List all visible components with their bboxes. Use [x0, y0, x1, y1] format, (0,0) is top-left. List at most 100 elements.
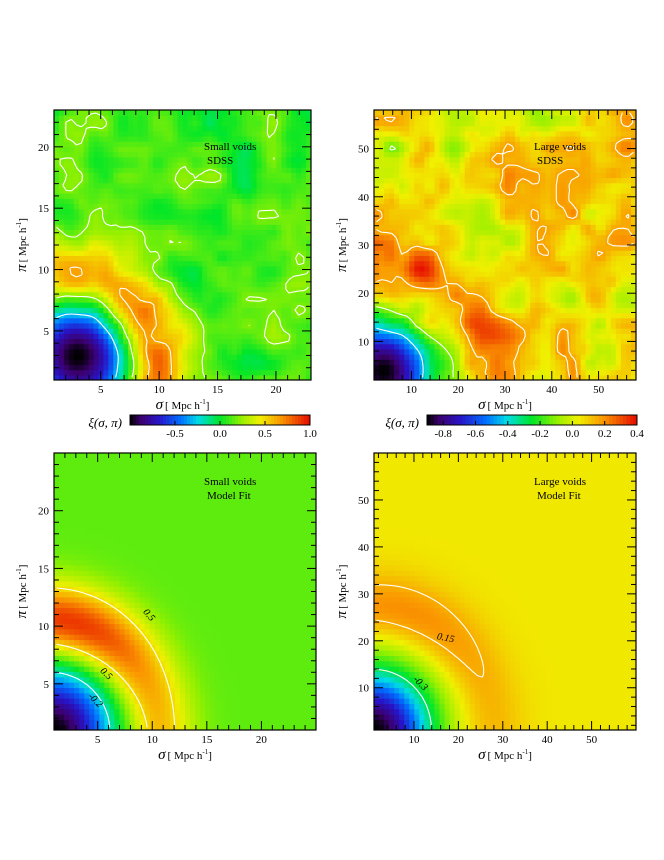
heatmap-cell [301, 115, 307, 121]
heatmap-cell [414, 333, 420, 340]
heatmap-cell [113, 198, 119, 205]
heatmap-cell [251, 317, 258, 324]
heatmap-cell [399, 291, 405, 298]
heatmap-cell [172, 374, 179, 380]
heatmap-cell [241, 307, 248, 314]
heatmap-cell [63, 156, 70, 163]
heatmap-cell [474, 307, 481, 314]
heatmap-cell [182, 135, 189, 142]
heatmap-cell [212, 229, 218, 236]
heatmap-cell [197, 141, 203, 147]
heatmap-cell [133, 270, 139, 277]
heatmap-cell [63, 120, 70, 127]
heatmap-cell [266, 374, 273, 380]
heatmap-cell [182, 167, 189, 173]
heatmap-cell [236, 317, 243, 324]
heatmap-cell [172, 182, 179, 189]
heatmap-cell [58, 245, 65, 251]
heatmap-cell [384, 286, 390, 293]
heatmap-cell [399, 193, 405, 199]
heatmap-cell [83, 333, 90, 340]
heatmap-cell [197, 265, 203, 272]
heatmap-cell [73, 270, 80, 277]
heatmap-cell [494, 374, 501, 380]
heatmap-cell [464, 193, 471, 199]
heatmap-cell [620, 224, 627, 231]
heatmap-cell [585, 172, 592, 179]
heatmap-cell [281, 198, 287, 205]
heatmap-cell [192, 312, 198, 319]
heatmap-cell [236, 276, 243, 282]
heatmap-cell [162, 193, 169, 199]
heatmap-cell [54, 359, 60, 366]
heatmap-cell [217, 333, 223, 340]
heatmap-cell [83, 364, 90, 371]
heatmap-cell [630, 312, 636, 319]
heatmap-cell [276, 317, 282, 324]
heatmap-cell [162, 219, 169, 225]
heatmap-cell [83, 193, 90, 199]
heatmap-cell [182, 276, 189, 282]
heatmap-cell [138, 120, 144, 127]
heatmap-cell [434, 208, 441, 215]
heatmap-cell [207, 229, 213, 236]
heatmap-cell [595, 328, 602, 334]
heatmap-cell [246, 135, 253, 142]
heatmap-cell [167, 172, 174, 179]
heatmap-cell [182, 245, 189, 251]
heatmap-cell [580, 172, 587, 179]
heatmap-cell [540, 369, 546, 376]
heatmap-cell [306, 307, 311, 314]
heatmap-cell [625, 177, 632, 184]
heatmap-cell [374, 224, 380, 231]
heatmap-cell [494, 193, 501, 199]
heatmap-cell [187, 302, 193, 308]
heatmap-cell [291, 120, 297, 127]
heatmap-cell [123, 213, 129, 220]
heatmap-cell [590, 338, 597, 345]
heatmap-cell [399, 167, 405, 173]
heatmap-cell [88, 322, 95, 329]
heatmap-cell [197, 146, 203, 153]
heatmap-cell [83, 130, 90, 137]
heatmap-cell [600, 182, 607, 189]
heatmap-cell [68, 182, 75, 189]
heatmap-cell [454, 172, 461, 179]
heatmap-cell [550, 182, 556, 189]
heatmap-cell [142, 307, 149, 314]
heatmap-cell [286, 208, 292, 215]
heatmap-cell [520, 245, 526, 251]
heatmap-cell [207, 322, 213, 329]
heatmap-cell [138, 250, 144, 256]
heatmap-cell [276, 125, 282, 132]
heatmap-cell [58, 219, 65, 225]
heatmap-cell [434, 302, 441, 308]
heatmap-cell [306, 213, 311, 220]
heatmap-cell [212, 255, 218, 262]
heatmap-cell [469, 213, 476, 220]
heatmap-cell [226, 130, 233, 137]
heatmap-cell [113, 322, 119, 329]
heatmap-cell [226, 296, 233, 303]
heatmap-cell [510, 245, 516, 251]
heatmap-cell [409, 172, 415, 179]
heatmap-cell [444, 187, 451, 194]
heatmap-cell [281, 317, 287, 324]
heatmap-cell [162, 322, 169, 329]
heatmap-cell [520, 265, 526, 272]
heatmap-cell [449, 312, 456, 319]
heatmap-cell [469, 369, 476, 376]
heatmap-cell [222, 224, 228, 231]
heatmap-cell [236, 182, 243, 189]
heatmap-cell [409, 322, 415, 329]
heatmap-cell [236, 193, 243, 199]
heatmap-cell [202, 151, 208, 158]
heatmap-cell [182, 146, 189, 153]
heatmap-cell [88, 328, 95, 334]
heatmap-cell [545, 255, 551, 262]
heatmap-cell [530, 338, 536, 345]
heatmap-cell [620, 312, 627, 319]
heatmap-cell [123, 161, 129, 168]
heatmap-cell [384, 203, 390, 210]
heatmap-cell [499, 291, 506, 298]
